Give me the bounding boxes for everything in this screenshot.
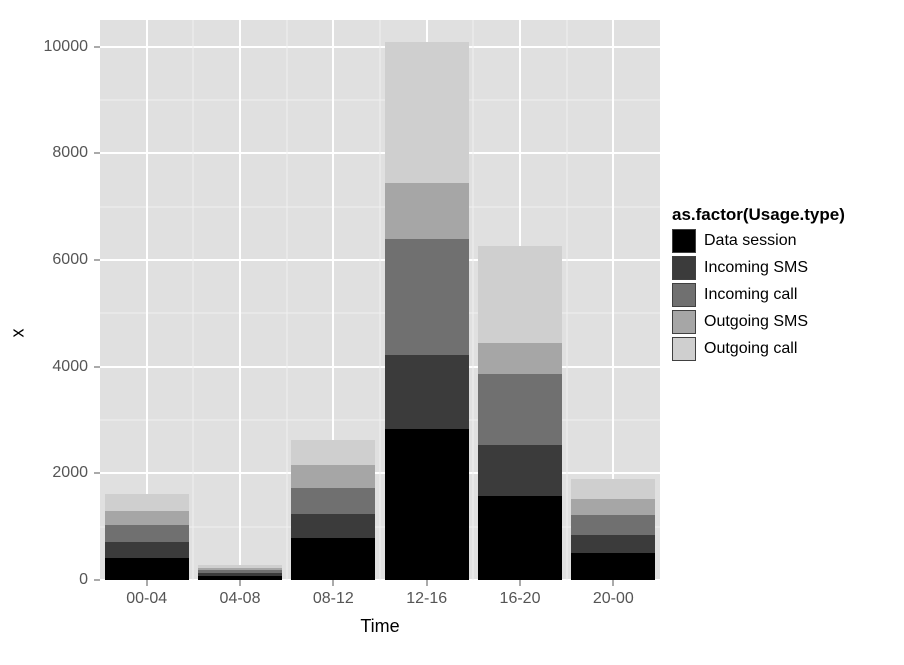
bar-segment [105, 494, 189, 511]
grid-line-v-minor [286, 20, 287, 580]
bar-segment [571, 499, 655, 515]
legend: as.factor(Usage.type) Data session Incomi… [672, 205, 902, 364]
x-tick-label: 12-16 [406, 590, 447, 608]
bar-group [385, 42, 469, 580]
bar-segment [291, 440, 375, 465]
legend-item: Outgoing SMS [672, 310, 902, 334]
x-tick-label: 20-00 [593, 590, 634, 608]
grid-line-v-minor [473, 20, 474, 580]
y-tick-label: 8000 [52, 144, 88, 162]
legend-swatch [672, 283, 696, 307]
legend-label: Outgoing call [704, 340, 797, 358]
legend-label: Outgoing SMS [704, 313, 808, 331]
grid-line-v [239, 20, 241, 580]
bar-segment [291, 488, 375, 515]
x-axis-title: Time [360, 616, 399, 637]
grid-line-v-minor [193, 20, 194, 580]
bar-segment [385, 429, 469, 580]
legend-item: Outgoing call [672, 337, 902, 361]
bar-segment [105, 511, 189, 525]
bar-group [105, 494, 189, 580]
bar-segment [385, 355, 469, 429]
bar-segment [105, 542, 189, 559]
bar-segment [478, 246, 562, 344]
bar-segment [291, 514, 375, 537]
legend-item: Incoming SMS [672, 256, 902, 280]
x-tick-mark [240, 580, 241, 586]
bar-segment [571, 515, 655, 535]
x-tick-label: 08-12 [313, 590, 354, 608]
legend-title: as.factor(Usage.type) [672, 205, 902, 225]
x-tick-label: 16-20 [500, 590, 541, 608]
y-tick-label: 2000 [52, 464, 88, 482]
chart-container: x 0 2000 4000 6000 8000 10000 Time 00-04 04-08… [10, 10, 894, 655]
x-tick-label: 04-08 [220, 590, 261, 608]
x-tick-mark [613, 580, 614, 586]
grid-line-v-minor [380, 20, 381, 580]
bar-segment [478, 374, 562, 445]
bar-segment [478, 445, 562, 496]
bar-segment [385, 239, 469, 355]
bar-segment [385, 183, 469, 240]
x-tick-mark [333, 580, 334, 586]
y-tick-label: 0 [79, 571, 88, 589]
x-tick-mark [146, 580, 147, 586]
x-tick-mark [426, 580, 427, 586]
x-axis: Time 00-04 04-08 08-12 12-16 16-20 20-00 [100, 580, 660, 640]
legend-swatch [672, 337, 696, 361]
x-tick-label: 00-04 [126, 590, 167, 608]
legend-swatch [672, 256, 696, 280]
legend-item: Data session [672, 229, 902, 253]
y-axis-title: x [8, 328, 29, 337]
y-tick-label: 4000 [52, 358, 88, 376]
bar-group [478, 246, 562, 580]
bar-group [291, 440, 375, 580]
bar-segment [291, 465, 375, 488]
bar-segment [571, 553, 655, 580]
bar-segment [478, 496, 562, 580]
legend-label: Incoming SMS [704, 259, 808, 277]
legend-swatch [672, 229, 696, 253]
bar-segment [105, 525, 189, 542]
y-tick-label: 6000 [52, 251, 88, 269]
bar-segment [478, 343, 562, 374]
legend-label: Incoming call [704, 286, 797, 304]
legend-item: Incoming call [672, 283, 902, 307]
bar-group [198, 565, 282, 580]
grid-line-v-minor [566, 20, 567, 580]
plot-area [100, 20, 660, 580]
bar-segment [105, 558, 189, 580]
bar-segment [291, 538, 375, 580]
legend-label: Data session [704, 232, 797, 250]
legend-swatch [672, 310, 696, 334]
y-tick-label: 10000 [44, 38, 89, 56]
y-axis: 0200040006000800010000 [38, 20, 100, 580]
x-tick-mark [520, 580, 521, 586]
bar-segment [571, 479, 655, 499]
bar-group [571, 479, 655, 580]
bar-segment [385, 42, 469, 182]
bar-segment [571, 535, 655, 554]
